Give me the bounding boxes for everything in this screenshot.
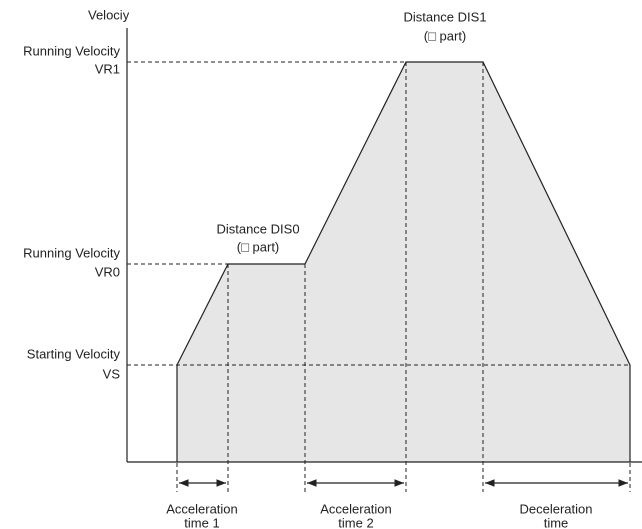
distance-label: Distance DIS1 xyxy=(403,9,486,24)
distance-note: (□ part) xyxy=(424,28,467,43)
time-sub: time 1 xyxy=(184,515,219,529)
time-sub: time 2 xyxy=(338,515,373,529)
time-label: Deceleration xyxy=(520,501,593,516)
velocity-code: VS xyxy=(103,366,121,381)
velocity-label: Starting Velocity xyxy=(27,346,121,361)
velocity-code: VR1 xyxy=(95,61,120,76)
distance-area xyxy=(177,62,630,462)
velocity-code: VR0 xyxy=(95,264,120,279)
velocity-profile xyxy=(176,61,631,462)
distance-note: (□ part) xyxy=(237,239,280,254)
time-label: Acceleration xyxy=(166,501,238,516)
time-label: Acceleration xyxy=(320,501,392,516)
velocity-label: Running Velocity xyxy=(23,245,120,260)
axis-label: Velociy xyxy=(88,7,130,22)
velocity-label: Running Velocity xyxy=(23,43,120,58)
distance-label: Distance DIS0 xyxy=(216,221,299,236)
time-sub: time xyxy=(544,515,569,529)
